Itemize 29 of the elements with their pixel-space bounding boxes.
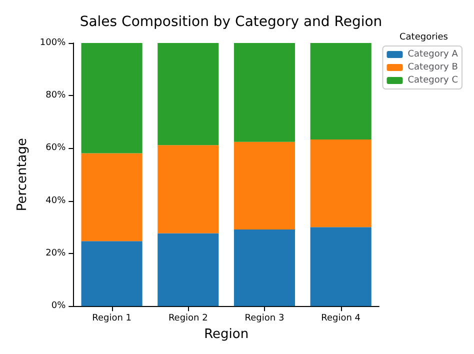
y-axis-title: Percentage [15, 138, 30, 212]
y-tick-label: 100% [40, 38, 66, 48]
chart-title: Sales Composition by Category and Region [80, 14, 382, 30]
y-tick-label: 40% [46, 196, 66, 206]
y-tick-label: 20% [46, 248, 66, 258]
legend-label: Category B [408, 62, 458, 72]
bar [158, 145, 219, 234]
bar [234, 142, 296, 230]
bar [310, 227, 372, 306]
x-tick-label: Region 4 [321, 314, 361, 324]
legend-label: Category A [408, 50, 459, 60]
bar [310, 140, 372, 228]
legend-label: Category C [408, 76, 458, 86]
bar [81, 43, 142, 154]
x-tick-label: Region 2 [168, 314, 208, 324]
bar [81, 241, 142, 306]
x-tick-label: Region 1 [92, 314, 132, 324]
y-tick-label: 80% [46, 90, 66, 101]
bar [158, 233, 219, 306]
bar [158, 43, 219, 146]
bar [234, 43, 296, 142]
legend-title: Categories [399, 32, 448, 42]
bar [81, 153, 142, 242]
y-tick-label: 0% [51, 301, 66, 312]
bar [310, 43, 372, 140]
x-axis-title: Region [204, 327, 249, 342]
x-tick-label: Region 3 [244, 314, 284, 324]
bar [234, 230, 296, 306]
y-tick-label: 60% [46, 143, 66, 154]
